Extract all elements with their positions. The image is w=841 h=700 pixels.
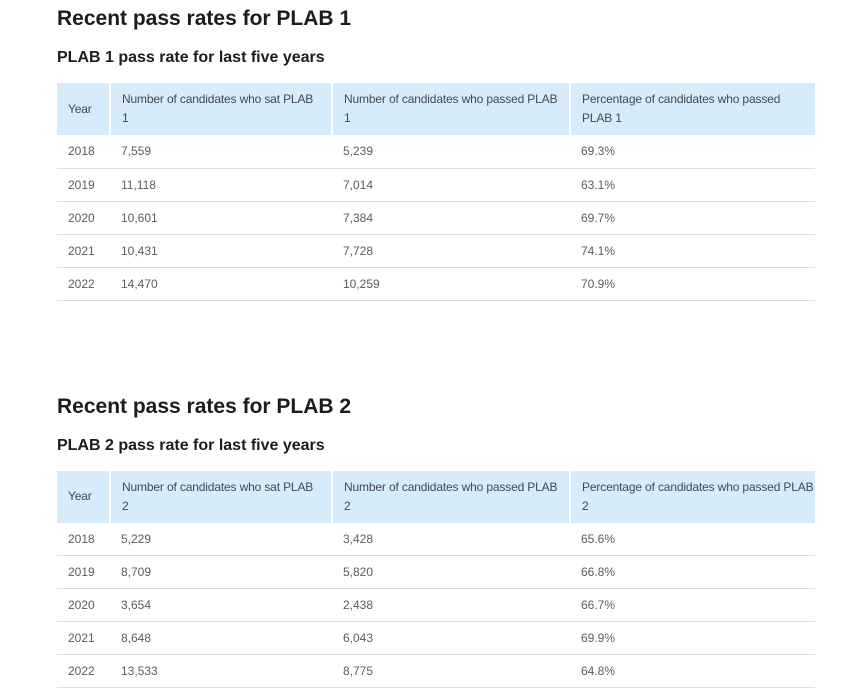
table-row: 2021 10,431 7,728 74.1% <box>57 234 815 268</box>
column-header-label: Year <box>68 489 92 503</box>
value-cell: 66.7% <box>570 588 815 622</box>
value-cell: 7,014 <box>332 168 570 202</box>
column-header-label: Number of candidates who sat PLAB <box>122 92 314 106</box>
value-cell: 5,229 <box>110 522 332 556</box>
column-header-percentage: Percentage of candidates who passed PLAB… <box>570 470 815 523</box>
column-header-label: Number of candidates who sat PLAB <box>122 479 314 494</box>
column-header-label: Percentage of candidates who passed <box>582 92 781 106</box>
plab2-section: Recent pass rates for PLAB 2 PLAB 2 pass… <box>57 394 815 688</box>
year-cell: 2020 <box>57 201 110 235</box>
year-cell: 2022 <box>57 654 110 688</box>
table-header-row: Year Number of candidates who sat PLAB 1… <box>57 83 815 135</box>
table-row: 2022 13,533 8,775 64.8% <box>57 654 815 688</box>
table-row: 2020 10,601 7,384 69.7% <box>57 201 815 235</box>
value-cell: 8,709 <box>110 555 332 589</box>
value-cell: 3,428 <box>332 522 570 556</box>
column-header-sat: Number of candidates who sat PLAB 2 <box>110 470 333 523</box>
table-row: 2018 7,559 5,239 69.3% <box>57 135 815 169</box>
value-cell: 7,559 <box>110 135 332 169</box>
value-cell: 14,470 <box>110 267 332 301</box>
column-header-label: 2 <box>344 498 351 513</box>
column-header-label: 1 <box>122 111 129 125</box>
table-row: 2018 5,229 3,428 65.6% <box>57 522 815 556</box>
plab1-table-caption: PLAB 1 pass rate for last five years <box>57 49 325 66</box>
column-header-label: PLAB 1 <box>582 111 622 125</box>
column-header-year: Year <box>57 83 111 135</box>
table-row: 2021 8,648 6,043 69.9% <box>57 621 815 655</box>
table-header: Year Number of candidates who sat PLAB 1… <box>57 83 815 135</box>
column-header-label: 1 <box>344 111 351 125</box>
value-cell: 10,259 <box>332 267 570 301</box>
year-cell: 2019 <box>57 555 110 589</box>
column-header-passed: Number of candidates who passed PLAB 1 <box>332 83 571 135</box>
value-cell: 8,775 <box>332 654 570 688</box>
table-row: 2022 14,470 10,259 70.9% <box>57 267 815 301</box>
value-cell: 7,728 <box>332 234 570 268</box>
value-cell: 69.7% <box>570 201 815 235</box>
value-cell: 10,601 <box>110 201 332 235</box>
value-cell: 69.3% <box>570 135 815 169</box>
table-row: 2020 3,654 2,438 66.7% <box>57 588 815 622</box>
column-header-label: 2 <box>122 498 129 513</box>
table-row: 2019 8,709 5,820 66.8% <box>57 555 815 589</box>
value-cell: 10,431 <box>110 234 332 268</box>
plab2-pass-rate-table: Year Number of candidates who sat PLAB 2… <box>57 470 815 688</box>
table-body: 2018 7,559 5,239 69.3% 2019 11,118 7,014 63.1% 2… <box>57 135 815 301</box>
table-body: 2018 5,229 3,428 65.6% 2019 8,709 5,820 66.8% 20… <box>57 522 815 688</box>
value-cell: 3,654 <box>110 588 332 622</box>
table-header-row: Year Number of candidates who sat PLAB 2… <box>57 470 815 523</box>
year-cell: 2018 <box>57 135 110 169</box>
column-header-sat: Number of candidates who sat PLAB 1 <box>110 83 333 135</box>
value-cell: 8,648 <box>110 621 332 655</box>
column-header-year: Year <box>57 470 111 523</box>
value-cell: 69.9% <box>570 621 815 655</box>
table-row: 2019 11,118 7,014 63.1% <box>57 168 815 202</box>
value-cell: 65.6% <box>570 522 815 556</box>
plab2-section-title: Recent pass rates for PLAB 2 <box>57 394 352 418</box>
column-header-percentage: Percentage of candidates who passed PLAB… <box>570 83 815 135</box>
value-cell: 2,438 <box>332 588 570 622</box>
value-cell: 7,384 <box>332 201 570 235</box>
column-header-passed: Number of candidates who passed PLAB 2 <box>332 470 571 523</box>
value-cell: 13,533 <box>110 654 332 688</box>
value-cell: 64.8% <box>570 654 815 688</box>
value-cell: 6,043 <box>332 621 570 655</box>
year-cell: 2021 <box>57 621 110 655</box>
value-cell: 66.8% <box>570 555 815 589</box>
column-header-label: Number of candidates who passed PLAB <box>344 479 558 494</box>
year-cell: 2021 <box>57 234 110 268</box>
value-cell: 5,239 <box>332 135 570 169</box>
table-header: Year Number of candidates who sat PLAB 2… <box>57 470 815 523</box>
year-cell: 2019 <box>57 168 110 202</box>
column-header-label: 2 <box>582 498 589 513</box>
year-cell: 2020 <box>57 588 110 622</box>
value-cell: 11,118 <box>110 168 332 202</box>
plab1-pass-rate-table: Year Number of candidates who sat PLAB 1… <box>57 83 815 301</box>
year-cell: 2022 <box>57 267 110 301</box>
column-header-label: Year <box>68 101 92 116</box>
column-header-label: Percentage of candidates who passed PLAB <box>582 479 814 494</box>
year-cell: 2018 <box>57 522 110 556</box>
plab1-section: Recent pass rates for PLAB 1 PLAB 1 pass… <box>57 6 815 301</box>
value-cell: 74.1% <box>570 234 815 268</box>
value-cell: 70.9% <box>570 267 815 301</box>
column-header-label: Number of candidates who passed PLAB <box>344 92 558 106</box>
value-cell: 5,820 <box>332 555 570 589</box>
value-cell: 63.1% <box>570 168 815 202</box>
plab1-section-title: Recent pass rates for PLAB 1 <box>57 7 352 30</box>
plab2-table-caption: PLAB 2 pass rate for last five years <box>57 436 325 454</box>
